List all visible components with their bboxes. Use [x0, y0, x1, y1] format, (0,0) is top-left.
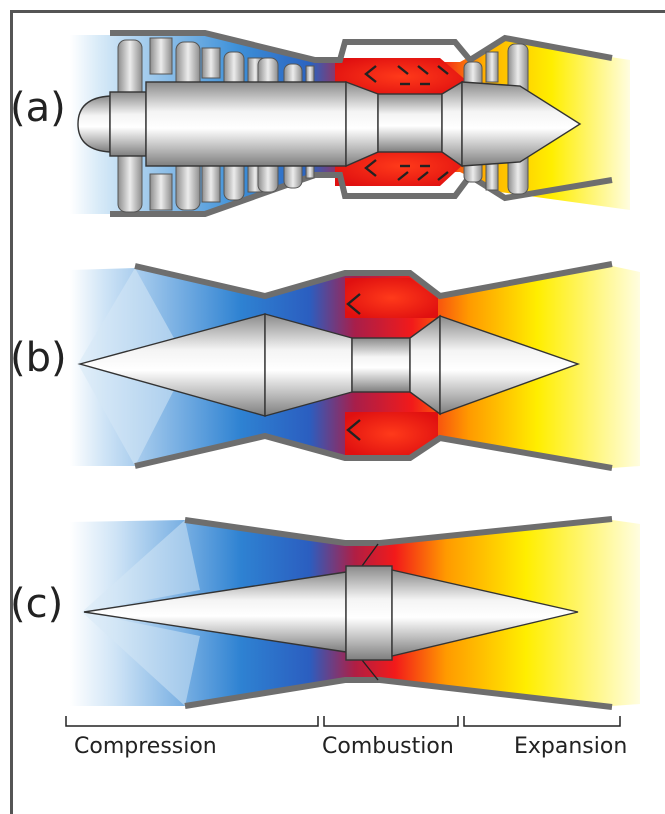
- engine-c-shock-top: [361, 543, 379, 567]
- bracket-expansion: [463, 716, 621, 727]
- engine-b-inlet-cone-right: [78, 364, 175, 466]
- panel-label-b: (b): [10, 335, 67, 381]
- bracket-compression: [65, 716, 319, 727]
- engine-c: [70, 516, 640, 710]
- frame-left-border: [10, 10, 13, 814]
- engine-a-shaft: [77, 80, 582, 168]
- bracket-combustion: [323, 716, 459, 727]
- engine-c-shock-bottom: [361, 659, 379, 681]
- panel-label-a: (a): [10, 85, 66, 131]
- engine-c-inlet-shade-bottom: [82, 612, 200, 706]
- engine-b-casing-top: [134, 261, 613, 300]
- engine-a-casing-bottom: [110, 171, 613, 217]
- stage-label-combustion: Combustion: [322, 734, 454, 759]
- engine-b-combustor-top: [345, 278, 438, 318]
- engine-a-casing-top: [110, 30, 613, 64]
- stage-label-compression: Compression: [74, 734, 217, 759]
- panel-label-c: (c): [10, 581, 64, 627]
- engine-b-casing-bottom: [134, 432, 613, 471]
- engine-c-casing-top: [184, 516, 613, 546]
- stage-brackets: [65, 716, 621, 727]
- engine-c-casing-bottom: [184, 677, 613, 710]
- engine-b-combustor-bottom: [345, 412, 438, 456]
- engine-a-combustor-top: [335, 58, 468, 95]
- frame-top-border: [10, 10, 665, 13]
- engine-b-central-body: [77, 313, 581, 417]
- engine-c-inlet-shade-top: [82, 520, 200, 612]
- engine-b-inlet-cone-left: [78, 268, 175, 364]
- engine-a-flame-marks: [364, 65, 449, 181]
- engine-b-flame-marks: [346, 293, 361, 441]
- engine-c-central-body: [83, 565, 579, 661]
- stage-label-expansion: Expansion: [514, 734, 628, 759]
- engine-b: [70, 261, 640, 471]
- engine-a: [70, 30, 630, 217]
